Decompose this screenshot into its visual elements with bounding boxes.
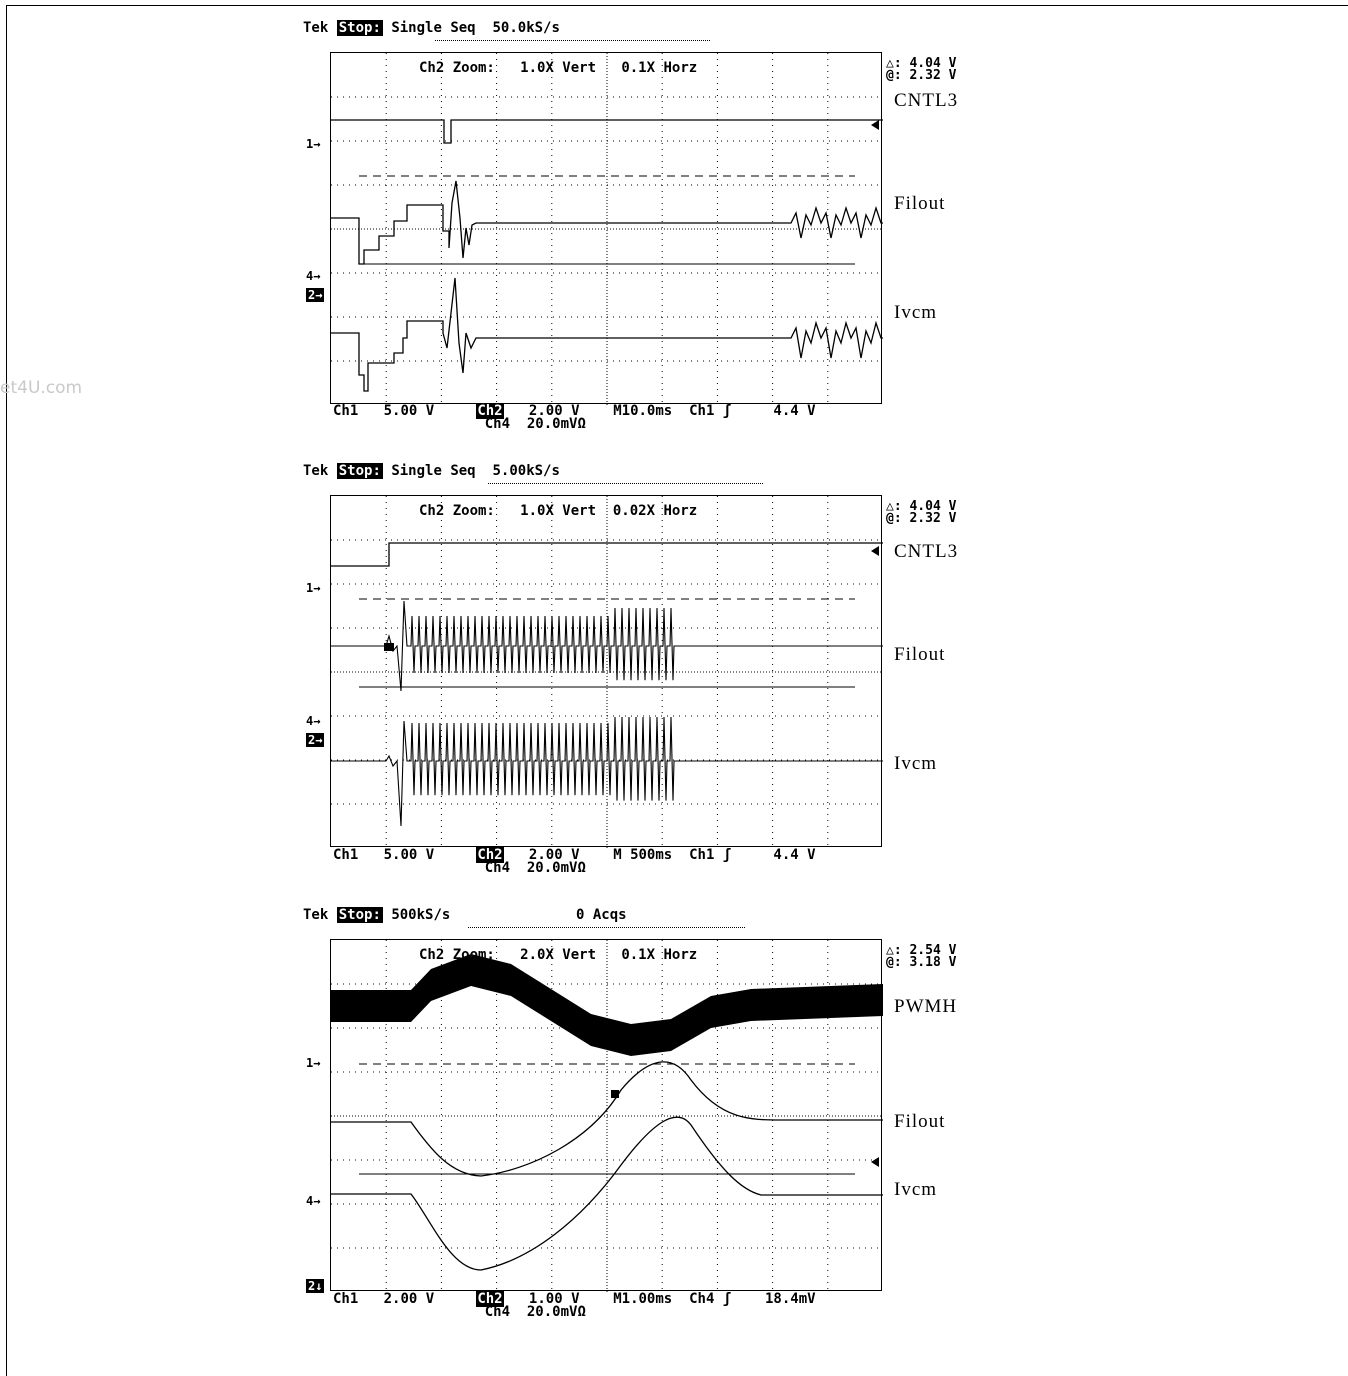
stop-badge: Stop: bbox=[336, 907, 383, 923]
zoom-info: Ch2 Zoom: 1.0X Vert 0.02X Horz bbox=[419, 503, 698, 519]
scope-2: Tek Stop: Single Seq 5.00kS/s Ch2 Zoom: … bbox=[300, 463, 990, 883]
trigger-arrow bbox=[871, 120, 879, 130]
cursor-readout: △: 4.04 V @: 2.32 V bbox=[886, 499, 957, 526]
trace-cntl3 bbox=[331, 542, 883, 567]
ch4-marker: 4→ bbox=[306, 714, 321, 728]
cursor-readout: △: 2.54 V @: 3.18 V bbox=[886, 943, 957, 970]
scope-1: Tek Stop: Single Seq 50.0kS/s Ch2 Zoom: … bbox=[300, 20, 990, 440]
record-bracket bbox=[468, 927, 745, 934]
trace-filout bbox=[331, 600, 883, 692]
trace-label-filout: Filout bbox=[894, 193, 946, 214]
ch2-marker: 2↓ bbox=[306, 1279, 325, 1293]
trace-label-cntl3: CNTL3 bbox=[894, 90, 959, 111]
trace-ivcm bbox=[331, 716, 883, 827]
scope-trace-area bbox=[331, 940, 883, 1292]
scope-header: Tek Stop: Single Seq 5.00kS/s bbox=[303, 463, 560, 479]
trace-ivcm bbox=[331, 1116, 883, 1271]
ch1-marker: 1→ bbox=[306, 581, 321, 595]
scope-screen: Ch2 Zoom: 1.0X Vert 0.02X Horz bbox=[330, 495, 883, 848]
acquisition-count: 0 Acqs bbox=[576, 907, 627, 923]
scope-footer: Ch1 5.00 V Ch2 2.00 V M 500ms Ch1 ʃ 4.4 … bbox=[333, 847, 816, 876]
scope-trace-area bbox=[331, 53, 883, 405]
scope-screen: Ch2 Zoom: 1.0X Vert 0.1X Horz bbox=[330, 52, 883, 405]
ch1-marker: 1→ bbox=[306, 1056, 321, 1070]
cursor-readout: △: 4.04 V @: 2.32 V bbox=[886, 56, 957, 83]
ch2-marker: 2→ bbox=[306, 733, 325, 747]
trigger-arrow bbox=[871, 1157, 879, 1167]
trace-filout bbox=[331, 180, 883, 265]
watermark: et4U.com bbox=[0, 378, 83, 398]
trace-label-filout: Filout bbox=[894, 644, 946, 665]
ch1-marker: 1→ bbox=[306, 137, 321, 151]
scope-trace-area bbox=[331, 496, 883, 848]
scope-screen: Ch2 Zoom: 2.0X Vert 0.1X Horz bbox=[330, 939, 883, 1292]
record-bracket bbox=[488, 483, 763, 490]
stop-badge: Stop: bbox=[336, 463, 383, 479]
ch2-marker: 2→ bbox=[306, 288, 325, 302]
zoom-info: Ch2 Zoom: 2.0X Vert 0.1X Horz bbox=[419, 947, 698, 963]
ch4-marker: 4→ bbox=[306, 1194, 321, 1208]
trace-label-pwmh: PWMH bbox=[894, 996, 958, 1017]
trace-filout bbox=[331, 1061, 883, 1177]
record-bracket bbox=[435, 40, 710, 47]
scope-3: Tek Stop: 500kS/s 0 Acqs Ch2 Zoom: 2.0X … bbox=[300, 907, 990, 1327]
trace-ivcm bbox=[331, 277, 883, 392]
scope-footer: Ch1 2.00 V Ch2 1.00 V M1.00ms Ch4 ʃ 18.4… bbox=[333, 1291, 816, 1320]
trigger-marker bbox=[611, 1090, 619, 1098]
trace-label-ivcm: Ivcm bbox=[894, 753, 938, 774]
trigger-marker bbox=[384, 643, 394, 651]
ch4-marker: 4→ bbox=[306, 269, 321, 283]
trace-pwmh bbox=[331, 954, 883, 1056]
trace-cntl3 bbox=[331, 119, 883, 144]
trace-label-ivcm: Ivcm bbox=[894, 302, 938, 323]
page-frame bbox=[6, 5, 1348, 1376]
zoom-info: Ch2 Zoom: 1.0X Vert 0.1X Horz bbox=[419, 60, 698, 76]
scope-header: Tek Stop: Single Seq 50.0kS/s bbox=[303, 20, 560, 36]
stop-badge: Stop: bbox=[336, 20, 383, 36]
scope-footer: Ch1 5.00 V Ch2 2.00 V M10.0ms Ch1 ʃ 4.4 … bbox=[333, 403, 816, 432]
trace-label-cntl3: CNTL3 bbox=[894, 541, 959, 562]
trace-label-filout: Filout bbox=[894, 1111, 946, 1132]
scope-header: Tek Stop: 500kS/s bbox=[303, 907, 451, 923]
trigger-arrow bbox=[871, 546, 879, 556]
trace-label-ivcm: Ivcm bbox=[894, 1179, 938, 1200]
